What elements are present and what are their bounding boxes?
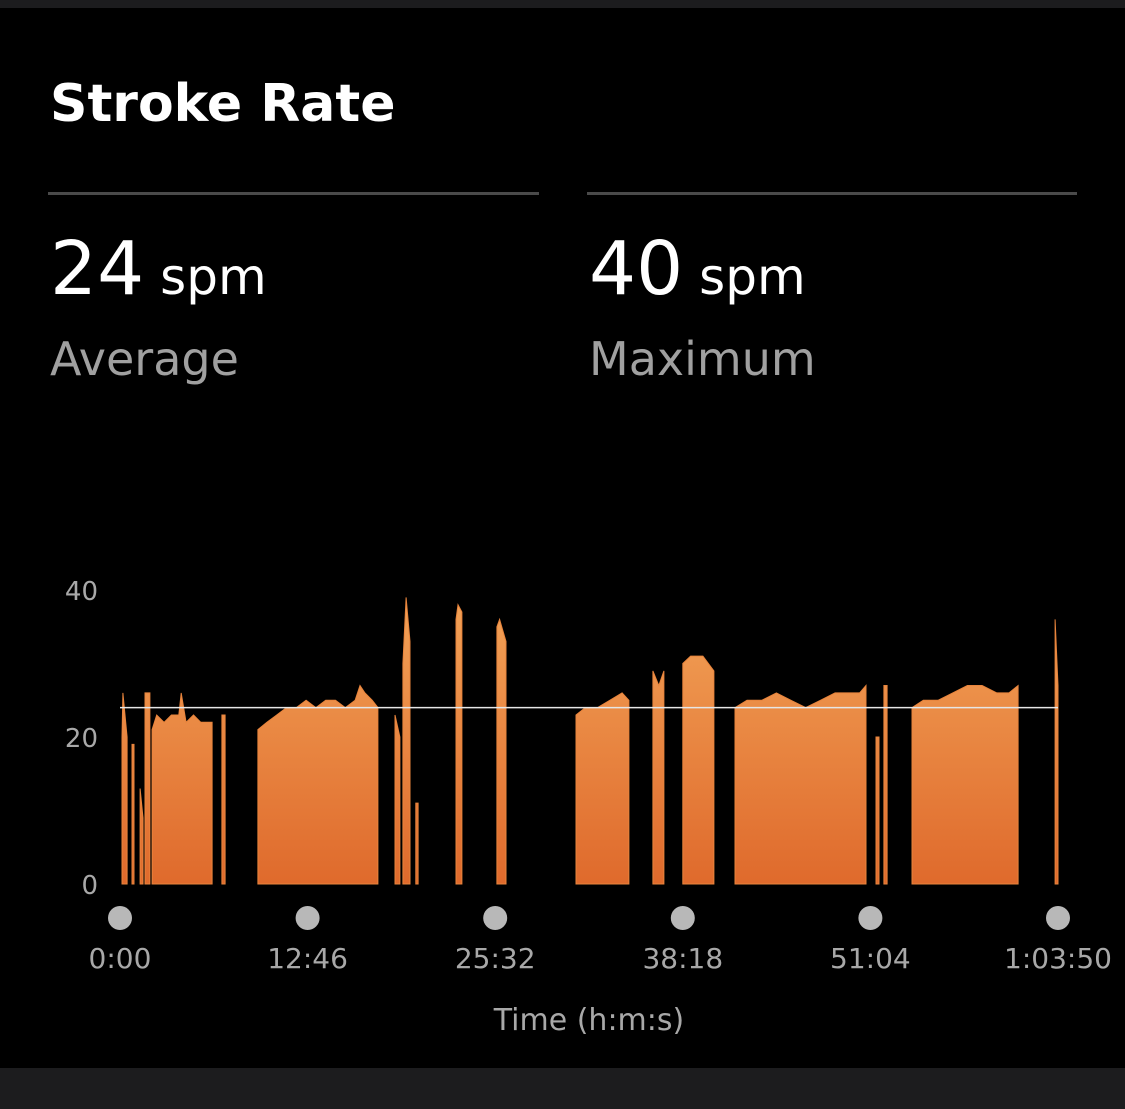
stat-value: 40 spm — [589, 226, 806, 312]
x-tick-dot — [858, 906, 883, 930]
x-tick-label: 0:00 — [89, 942, 152, 975]
x-tick-dot — [483, 906, 508, 930]
x-tick-dot — [670, 906, 695, 930]
stat-number: 40 — [589, 226, 683, 312]
x-tick-label: 38:18 — [642, 942, 723, 975]
y-tick-label: 0 — [81, 871, 98, 901]
plot: 0 20 40 0:00 12:46 25:32 38:18 51:04 1:03:50 — [65, 577, 1112, 975]
title: Stroke Rate — [50, 74, 396, 134]
stat-unit: spm — [160, 248, 267, 306]
x-tick-dot — [295, 906, 320, 930]
stat-label: Maximum — [589, 332, 816, 386]
x-tick-label: 12:46 — [267, 942, 348, 975]
x-tick-label: 25:32 — [455, 942, 536, 975]
x-tick-label: 1:03:50 — [1004, 942, 1112, 975]
stat-value: 24 spm — [50, 226, 267, 312]
top-strip — [0, 0, 1125, 8]
stat-label: Average — [50, 332, 239, 386]
x-axis-title: Time (h:m:s) — [493, 1003, 684, 1038]
x-tick-dot — [108, 906, 132, 930]
stat-number: 24 — [50, 226, 144, 312]
x-tick-label: 51:04 — [830, 942, 911, 975]
bottom-strip — [0, 1068, 1125, 1109]
y-tick-label: 20 — [65, 724, 98, 754]
y-tick-label: 40 — [65, 577, 98, 607]
stat-unit: spm — [699, 248, 806, 306]
x-tick-dot — [1046, 906, 1070, 930]
